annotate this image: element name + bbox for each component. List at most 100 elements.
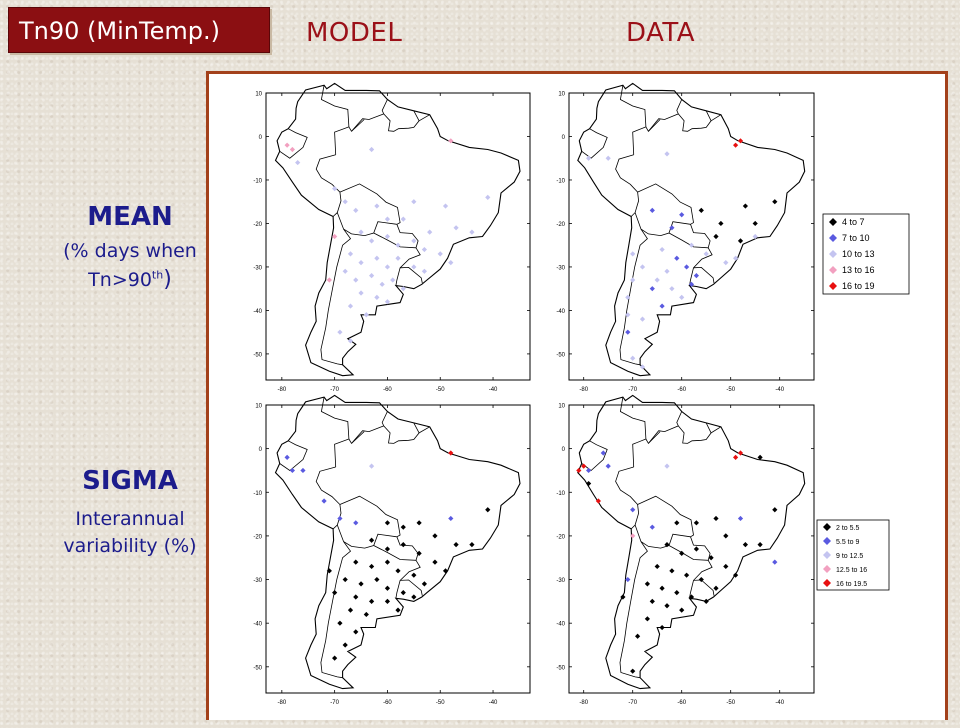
station-marker [630, 668, 636, 674]
legend-swatch [829, 282, 837, 290]
station-marker [289, 146, 295, 153]
station-marker [752, 233, 758, 240]
station-marker [679, 294, 685, 300]
legend-swatch [823, 565, 831, 573]
station-marker [295, 159, 301, 166]
station-marker [772, 199, 778, 205]
station-marker [605, 463, 611, 469]
legend-label: 2 to 5.5 [836, 525, 859, 532]
country-border [710, 426, 722, 434]
station-marker [649, 524, 655, 530]
station-marker [395, 242, 401, 248]
station-marker [733, 572, 739, 578]
y-tick-label: -20 [556, 222, 565, 228]
station-marker [289, 467, 295, 474]
legend-swatch [823, 579, 831, 587]
station-marker [384, 216, 391, 222]
country-border [383, 110, 420, 132]
station-marker [649, 286, 655, 292]
station-marker [284, 142, 290, 148]
country-border [400, 266, 423, 284]
country-border [336, 524, 397, 549]
country-border [634, 524, 691, 549]
station-marker [659, 624, 665, 631]
y-tick-label: 10 [255, 404, 262, 410]
map-legend: 2 to 5.5 5.5 to 9 9 to 12.5 12.5 to 16 16 to… [816, 519, 890, 591]
station-marker [448, 259, 454, 266]
x-tick-label: -60 [677, 700, 686, 706]
country-border [619, 85, 647, 155]
country-border [689, 247, 713, 286]
station-marker [742, 542, 748, 548]
legend-label: 10 to 13 [842, 249, 875, 259]
country-border [373, 536, 419, 561]
station-marker [674, 590, 680, 596]
x-tick-label: -70 [628, 700, 637, 706]
station-marker [679, 550, 685, 556]
y-tick-label: 0 [259, 135, 263, 141]
station-marker [649, 207, 655, 214]
station-marker [400, 542, 406, 548]
slide-title: Tn90 (MinTemp.) [8, 7, 270, 53]
station-marker [688, 242, 695, 248]
station-marker [347, 607, 354, 613]
y-tick-label: -10 [556, 491, 565, 497]
map-panel-1: 10 0 -10 -20 -30 -40 -50 -80 -70 -60 -50 -40 [253, 82, 531, 393]
station-marker [635, 633, 641, 639]
x-tick-label: -80 [278, 700, 287, 706]
station-marker [742, 203, 748, 209]
station-marker [400, 524, 406, 530]
station-marker [353, 277, 359, 283]
station-marker [332, 655, 338, 661]
station-marker [713, 233, 719, 240]
station-marker [737, 450, 744, 456]
station-marker [332, 186, 338, 192]
country-border [677, 422, 712, 444]
legend-swatch [823, 537, 831, 545]
country-border [645, 431, 661, 445]
row-sub-sigma-1: Interannual [75, 508, 185, 530]
legend-swatch [823, 551, 831, 559]
station-marker [630, 277, 636, 283]
station-marker [400, 590, 406, 596]
x-tick-label: -60 [383, 387, 392, 393]
station-marker [693, 546, 699, 552]
y-tick-label: -20 [556, 534, 565, 540]
station-marker [353, 520, 359, 526]
station-marker [374, 576, 380, 583]
country-border [320, 397, 350, 468]
country-border [320, 85, 350, 155]
country-border [648, 99, 683, 132]
y-tick-label: -40 [253, 622, 262, 628]
station-marker [693, 520, 699, 526]
y-tick-label: -30 [556, 265, 565, 271]
row-label-mean: MEAN (% days when Tn>90th) [30, 202, 230, 295]
legend-label: 9 to 12.5 [836, 553, 863, 560]
station-marker [374, 203, 380, 209]
country-border [637, 183, 694, 225]
station-marker [326, 277, 332, 283]
station-marker [384, 264, 391, 270]
station-marker [358, 290, 364, 296]
legend-swatch [829, 218, 837, 226]
station-marker [669, 286, 675, 292]
country-border [668, 536, 711, 561]
coastline [274, 394, 521, 690]
station-marker [698, 207, 704, 214]
station-marker [432, 533, 438, 539]
station-marker [363, 611, 369, 618]
station-marker [421, 581, 427, 587]
station-marker [649, 598, 655, 604]
map-frame [568, 92, 815, 381]
station-marker [284, 454, 290, 460]
station-marker [416, 550, 422, 556]
station-marker [688, 594, 695, 600]
x-tick-label: -40 [489, 387, 498, 393]
country-border [320, 541, 352, 679]
row-sub-sigma-2: variability (%) [63, 534, 197, 557]
country-border [315, 466, 342, 530]
station-marker [448, 450, 454, 456]
row-title-mean: MEAN [87, 202, 173, 232]
station-marker [358, 229, 364, 235]
legend-label: 5.5 to 9 [836, 539, 859, 546]
